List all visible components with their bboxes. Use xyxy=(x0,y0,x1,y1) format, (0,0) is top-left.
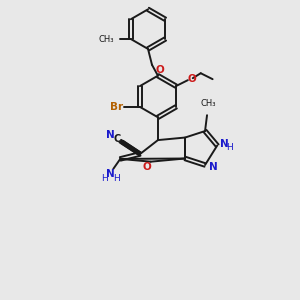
Text: Br: Br xyxy=(110,102,123,112)
Text: CH₃: CH₃ xyxy=(98,34,114,43)
Text: N: N xyxy=(106,130,115,140)
Text: H: H xyxy=(101,174,108,183)
Text: CH₃: CH₃ xyxy=(200,99,216,108)
Text: O: O xyxy=(155,65,164,75)
Text: N: N xyxy=(220,139,229,148)
Text: H: H xyxy=(113,174,120,183)
Text: H: H xyxy=(226,143,232,152)
Text: C: C xyxy=(114,134,121,144)
Text: N: N xyxy=(208,162,217,172)
Text: O: O xyxy=(188,74,196,84)
Text: N: N xyxy=(106,169,115,179)
Text: O: O xyxy=(142,162,151,172)
